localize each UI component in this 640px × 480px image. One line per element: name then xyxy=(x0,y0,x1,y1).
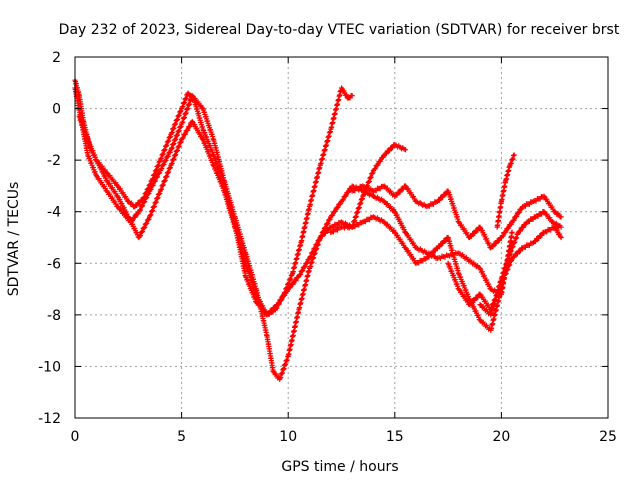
y-tick-label: -6 xyxy=(47,256,61,272)
y-axis-label: SDTVAR / TECUs xyxy=(6,182,22,297)
chart-title: Day 232 of 2023, Sidereal Day-to-day VTE… xyxy=(59,22,620,38)
data-layer xyxy=(72,77,564,382)
axis-ticks: 0 5 10 15 20 25 -12 -10 -8 -6 -4 -2 0 2 xyxy=(38,50,617,445)
data-series xyxy=(328,214,515,333)
y-tick-label: -8 xyxy=(47,308,61,324)
data-series xyxy=(477,208,564,318)
data-series xyxy=(349,183,564,251)
y-tick-label: -10 xyxy=(38,359,61,375)
x-tick-label: 5 xyxy=(177,429,186,445)
grid xyxy=(75,57,608,418)
data-series xyxy=(76,113,515,318)
series-markers xyxy=(494,152,517,229)
y-tick-label: -4 xyxy=(47,205,61,221)
y-tick-label: 2 xyxy=(52,50,61,66)
x-tick-label: 25 xyxy=(599,429,617,445)
series-markers xyxy=(77,115,515,317)
data-point xyxy=(477,301,483,308)
x-tick-label: 0 xyxy=(71,429,80,445)
x-tick-label: 20 xyxy=(492,429,510,445)
x-axis-label: GPS time / hours xyxy=(281,459,398,475)
x-tick-label: 10 xyxy=(279,429,297,445)
series-markers xyxy=(478,208,563,317)
y-tick-label: -2 xyxy=(47,153,61,169)
plot-frame xyxy=(74,56,609,419)
x-tick-label: 15 xyxy=(386,429,404,445)
y-tick-label: -12 xyxy=(38,411,61,427)
y-tick-label: 0 xyxy=(52,102,61,118)
data-series xyxy=(494,152,517,230)
series-markers xyxy=(350,183,563,250)
